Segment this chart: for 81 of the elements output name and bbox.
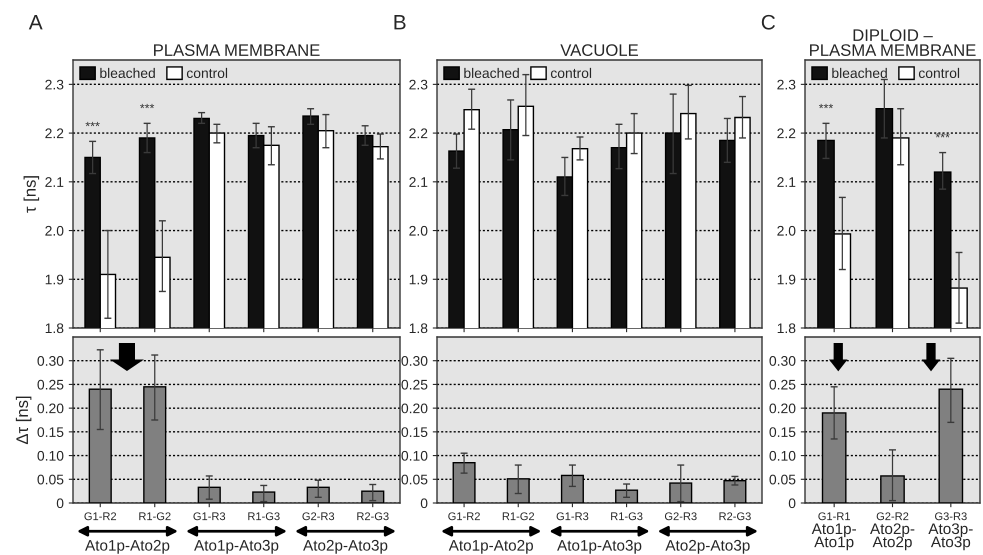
x-tick-label: G2-R3 [664, 512, 697, 520]
y-tick-label: 0.25 [401, 380, 428, 390]
x-tick-label: R2-G3 [719, 512, 751, 520]
x-tick-label: G2-R2 [876, 512, 908, 520]
x-tick-label: R1-G2 [139, 512, 171, 520]
y-tick-label: 0.10 [37, 450, 64, 461]
chart-title: PLASMA MEMBRANE [154, 44, 320, 56]
y-tick-label: 0.20 [769, 403, 796, 414]
x-tick-label: R2-G3 [357, 512, 389, 520]
y-tick-label: 2.3 [777, 80, 796, 90]
y-tick-label: 2.2 [409, 128, 428, 138]
y-tick-label: 2.2 [777, 128, 796, 138]
y-tick-label: 2.0 [45, 226, 64, 236]
y-tick-label: 0.20 [401, 403, 428, 414]
y-tick-label: 0.10 [401, 450, 428, 461]
x-tick-label: G2-R3 [302, 512, 334, 520]
x-tick-label: R1-G3 [248, 512, 280, 520]
y-tick-label: 0 [420, 498, 428, 508]
y-tick-label: 1.8 [46, 323, 64, 334]
y-tick-label: 0.15 [769, 427, 796, 438]
y-tick-label: 2.1 [409, 177, 428, 187]
text: Ato1p-Ato2p [85, 540, 170, 554]
text: B [394, 15, 406, 30]
x-tick-label: G1-R2 [448, 512, 480, 520]
annotation: *** [86, 122, 100, 126]
y-tick-label: 0.05 [769, 474, 796, 484]
legend-label: bleached [100, 68, 155, 78]
y-axis-title: Δτ [ns] [16, 396, 32, 444]
text: Ato1p-Ato2p [448, 540, 533, 554]
annotation: *** [936, 133, 950, 138]
text: Ato3p- Ato3p [928, 523, 973, 550]
legend-label: control [186, 68, 228, 78]
y-tick-label: 0.15 [37, 427, 64, 438]
y-tick-label: 2.0 [409, 226, 428, 236]
chart-title: VACUOLE [560, 44, 638, 56]
text: Ato1p-Ato3p [557, 540, 642, 554]
legend-label: control [918, 68, 960, 78]
y-tick-label: 2.3 [45, 80, 64, 90]
annotation: *** [140, 104, 154, 108]
y-tick-label: 1.9 [778, 274, 796, 284]
x-tick-label: G1-R2 [84, 512, 116, 520]
y-tick-label: 1.8 [410, 323, 428, 334]
y-axis-title: τ [ns] [24, 176, 40, 213]
x-tick-label: R1-G3 [611, 512, 642, 520]
text: C [762, 14, 776, 30]
x-tick-label: G1-R3 [193, 512, 226, 520]
x-tick-label: G1-R3 [556, 512, 588, 520]
y-tick-label: 1.8 [778, 323, 796, 334]
y-tick-label: 0.30 [37, 356, 64, 366]
text: Ato1p-Ato3p [194, 540, 278, 554]
text: Ato2p-Ato3p [303, 540, 388, 554]
text: A [28, 15, 43, 30]
y-tick-label: 1.9 [410, 274, 428, 284]
y-tick-label: 0.30 [769, 356, 796, 366]
chart-title: DIPLOID – PLASMA MEMBRANE [810, 29, 976, 56]
y-tick-label: 0.05 [401, 474, 428, 484]
y-tick-label: 2.1 [45, 177, 64, 187]
x-tick-label: G3-R3 [935, 512, 967, 520]
text: Ato1p- Ato1p [812, 523, 856, 550]
y-tick-label: 0.15 [401, 427, 428, 438]
legend-label: bleached [464, 68, 519, 78]
text: Ato2p- Ato2p [870, 523, 914, 550]
y-tick-label: 2.3 [409, 80, 428, 90]
y-tick-label: 0 [788, 498, 796, 508]
y-tick-label: 1.9 [46, 274, 64, 284]
y-tick-label: 0.30 [401, 356, 428, 366]
annotation: *** [818, 104, 834, 108]
y-tick-label: 0.25 [37, 380, 64, 390]
y-tick-label: 0.25 [769, 380, 796, 390]
text: Ato2p-Ato3p [665, 540, 750, 554]
y-tick-label: 2.1 [777, 177, 796, 187]
legend-label: bleached [832, 68, 887, 78]
y-tick-label: 0.05 [37, 474, 64, 484]
y-tick-label: 0.10 [769, 450, 796, 461]
x-tick-label: R1-G2 [502, 512, 534, 520]
legend-label: control [550, 68, 592, 78]
y-tick-label: 0 [56, 498, 64, 508]
y-tick-label: 2.0 [777, 226, 796, 236]
x-tick-label: G1-R1 [818, 512, 850, 520]
y-tick-label: 2.2 [45, 128, 64, 138]
y-tick-label: 0.20 [37, 403, 64, 414]
